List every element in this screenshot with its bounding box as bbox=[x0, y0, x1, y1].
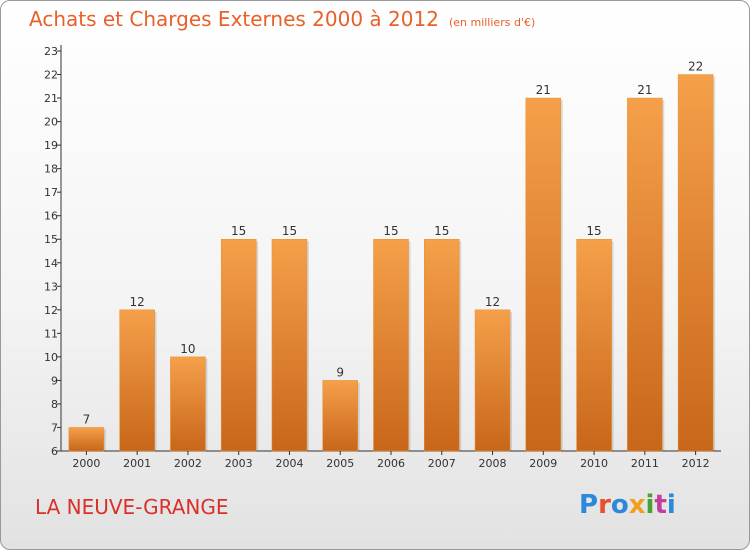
bar bbox=[322, 380, 358, 452]
y-tick-label: 22 bbox=[44, 69, 58, 82]
proxiti-logo: Proxiti bbox=[579, 490, 676, 520]
x-tick-label: 2007 bbox=[428, 457, 456, 470]
bar bbox=[271, 238, 308, 452]
y-tick-label: 16 bbox=[44, 210, 58, 223]
x-tick-label: 2002 bbox=[174, 457, 202, 470]
data-label: 21 bbox=[637, 83, 652, 97]
bar bbox=[68, 427, 105, 452]
bar bbox=[576, 238, 612, 452]
bar bbox=[525, 97, 562, 452]
data-label: 15 bbox=[282, 224, 297, 238]
y-tick-label: 14 bbox=[44, 257, 58, 270]
y-tick-label: 13 bbox=[44, 280, 58, 293]
y-tick-label: 17 bbox=[44, 186, 58, 199]
y-tick-label: 11 bbox=[44, 327, 58, 340]
data-label: 9 bbox=[336, 365, 344, 379]
chart-title-text: Achats et Charges Externes 2000 à 2012 bbox=[29, 7, 439, 31]
chart-title: Achats et Charges Externes 2000 à 2012 (e… bbox=[29, 7, 535, 31]
data-label: 15 bbox=[231, 224, 246, 238]
x-tick-label: 2011 bbox=[631, 457, 659, 470]
y-tick-label: 6 bbox=[51, 445, 58, 458]
data-label: 12 bbox=[130, 295, 145, 309]
x-tick-label: 2004 bbox=[275, 457, 303, 470]
y-tick-label: 20 bbox=[44, 116, 58, 129]
bar bbox=[170, 356, 206, 452]
y-tick-label: 9 bbox=[51, 374, 58, 387]
data-label: 15 bbox=[586, 224, 601, 238]
x-tick-label: 2003 bbox=[225, 457, 253, 470]
data-label: 15 bbox=[434, 224, 449, 238]
bar bbox=[119, 309, 155, 452]
x-tick-label: 2001 bbox=[123, 457, 151, 470]
y-tick-label: 10 bbox=[44, 351, 58, 364]
y-tick-label: 7 bbox=[51, 421, 58, 434]
x-tick-label: 2009 bbox=[529, 457, 557, 470]
chart-unit-label: (en milliers d'€) bbox=[448, 16, 536, 29]
y-tick-label: 19 bbox=[44, 139, 58, 152]
y-tick-label: 18 bbox=[44, 163, 58, 176]
y-tick-label: 23 bbox=[44, 45, 58, 58]
y-tick-label: 8 bbox=[51, 398, 58, 411]
bar bbox=[677, 74, 714, 452]
bar bbox=[373, 238, 409, 452]
x-tick-label: 2010 bbox=[580, 457, 608, 470]
location-label: LA NEUVE-GRANGE bbox=[35, 495, 229, 519]
x-tick-label: 2006 bbox=[377, 457, 405, 470]
bar bbox=[474, 309, 511, 452]
data-label: 15 bbox=[383, 224, 398, 238]
x-tick-label: 2008 bbox=[479, 457, 507, 470]
data-label: 12 bbox=[485, 295, 500, 309]
bar bbox=[424, 238, 460, 452]
bar bbox=[220, 238, 257, 452]
data-label: 22 bbox=[688, 60, 703, 74]
y-tick-label: 12 bbox=[44, 304, 58, 317]
x-tick-label: 2000 bbox=[72, 457, 100, 470]
bar bbox=[627, 97, 663, 452]
y-tick-label: 21 bbox=[44, 92, 58, 105]
x-tick-label: 2005 bbox=[326, 457, 354, 470]
data-label: 21 bbox=[536, 83, 551, 97]
y-tick-label: 15 bbox=[44, 233, 58, 246]
data-label: 10 bbox=[180, 342, 195, 356]
x-tick-label: 2012 bbox=[682, 457, 710, 470]
data-label: 7 bbox=[83, 412, 91, 426]
